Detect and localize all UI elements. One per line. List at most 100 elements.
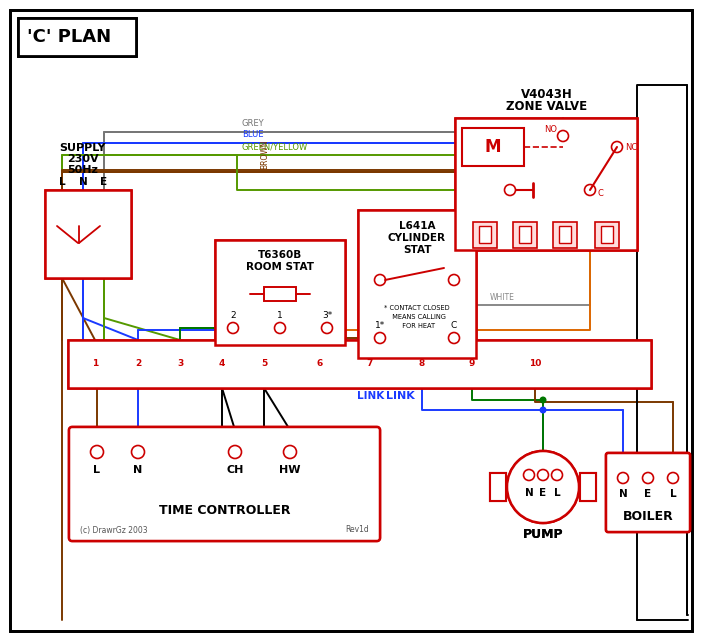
Circle shape [173, 367, 187, 381]
Text: 230V: 230V [67, 154, 99, 164]
Text: 'C' PLAN: 'C' PLAN [27, 28, 111, 46]
Text: L: L [554, 488, 560, 498]
Text: L: L [670, 489, 676, 499]
Text: ROOM STAT: ROOM STAT [246, 262, 314, 272]
Text: CH: CH [226, 465, 244, 475]
Circle shape [611, 142, 623, 153]
Circle shape [55, 199, 69, 213]
Text: PUMP: PUMP [523, 528, 563, 540]
Text: 4: 4 [219, 360, 225, 369]
Text: HW: HW [279, 465, 300, 475]
Text: NO: NO [545, 126, 557, 135]
Circle shape [552, 469, 562, 481]
Text: C: C [598, 190, 604, 199]
Text: PUMP: PUMP [523, 528, 563, 540]
Bar [519, 226, 531, 243]
Text: 9: 9 [469, 360, 475, 369]
Circle shape [528, 347, 542, 361]
Text: 2: 2 [230, 312, 236, 320]
Bar [580, 473, 596, 501]
Bar [601, 226, 613, 243]
Text: L: L [670, 489, 676, 499]
Text: 7: 7 [367, 360, 373, 369]
Bar [358, 210, 476, 358]
Text: LINK: LINK [385, 391, 414, 401]
Circle shape [642, 472, 654, 483]
Text: Rev1d: Rev1d [345, 526, 369, 535]
Text: L: L [93, 465, 100, 475]
Text: 3: 3 [177, 360, 183, 369]
Circle shape [131, 367, 145, 381]
Circle shape [88, 347, 102, 361]
Text: (c) DrawrGz 2003: (c) DrawrGz 2003 [80, 526, 147, 535]
Circle shape [505, 185, 515, 196]
Circle shape [538, 469, 548, 481]
Circle shape [374, 274, 385, 285]
Circle shape [215, 347, 229, 361]
Text: C: C [451, 322, 457, 331]
Text: 1*: 1* [375, 322, 385, 331]
Text: HW: HW [279, 465, 300, 475]
Text: 3*: 3* [322, 312, 332, 320]
Text: GREEN/YELLOW: GREEN/YELLOW [242, 142, 308, 151]
Bar [215, 240, 345, 345]
Text: FOR HEAT: FOR HEAT [399, 323, 435, 329]
Circle shape [173, 347, 187, 361]
Circle shape [227, 322, 239, 333]
Circle shape [507, 451, 579, 523]
FancyBboxPatch shape [69, 427, 380, 541]
Text: 2: 2 [135, 360, 141, 369]
Circle shape [274, 322, 286, 333]
Text: 4: 4 [219, 360, 225, 369]
Circle shape [642, 472, 654, 483]
Text: 8: 8 [419, 360, 425, 369]
Circle shape [449, 333, 460, 344]
Circle shape [284, 445, 296, 458]
Circle shape [313, 347, 327, 361]
Circle shape [668, 472, 679, 483]
Text: NO: NO [545, 126, 557, 135]
Circle shape [585, 185, 595, 196]
Text: E: E [644, 489, 651, 499]
FancyBboxPatch shape [606, 453, 690, 532]
Circle shape [449, 333, 460, 344]
Circle shape [215, 347, 229, 361]
Circle shape [415, 347, 429, 361]
Circle shape [374, 333, 385, 344]
Text: 'C' PLAN: 'C' PLAN [27, 28, 111, 46]
Circle shape [465, 367, 479, 381]
Bar [513, 222, 537, 248]
Text: CH: CH [226, 465, 244, 475]
Circle shape [322, 322, 333, 333]
Bar [45, 190, 131, 278]
Circle shape [415, 347, 429, 361]
Text: BLUE: BLUE [242, 130, 263, 139]
Text: T6360B: T6360B [258, 250, 302, 260]
Circle shape [97, 199, 111, 213]
Text: BROWN: BROWN [464, 255, 473, 285]
Text: 50Hz: 50Hz [67, 165, 98, 175]
Circle shape [228, 445, 241, 458]
Circle shape [284, 445, 296, 458]
Text: GREY: GREY [242, 119, 265, 128]
Text: 5: 5 [261, 360, 267, 369]
Bar [559, 226, 571, 243]
Circle shape [557, 131, 569, 142]
Circle shape [374, 274, 385, 285]
Text: V4043H: V4043H [521, 88, 573, 101]
Text: Rev1d: Rev1d [345, 526, 369, 535]
Circle shape [552, 469, 562, 481]
Bar [479, 226, 491, 243]
Text: N: N [524, 488, 534, 498]
Circle shape [76, 199, 90, 213]
Bar [601, 226, 613, 243]
Circle shape [528, 367, 542, 381]
Text: MEANS CALLING: MEANS CALLING [388, 314, 446, 320]
Circle shape [76, 246, 90, 260]
Circle shape [363, 347, 377, 361]
Circle shape [55, 246, 69, 260]
Bar [215, 240, 345, 345]
Text: 8: 8 [419, 360, 425, 369]
Text: 1: 1 [277, 312, 283, 320]
Bar [473, 222, 497, 248]
